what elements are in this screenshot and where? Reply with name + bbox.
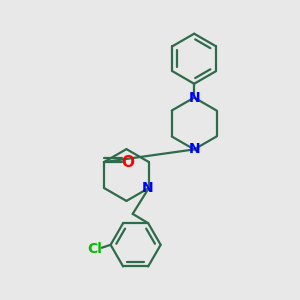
Text: N: N bbox=[188, 142, 200, 156]
Text: Cl: Cl bbox=[87, 242, 102, 256]
Text: N: N bbox=[142, 181, 153, 195]
Text: N: N bbox=[188, 91, 200, 105]
Text: O: O bbox=[121, 154, 134, 169]
